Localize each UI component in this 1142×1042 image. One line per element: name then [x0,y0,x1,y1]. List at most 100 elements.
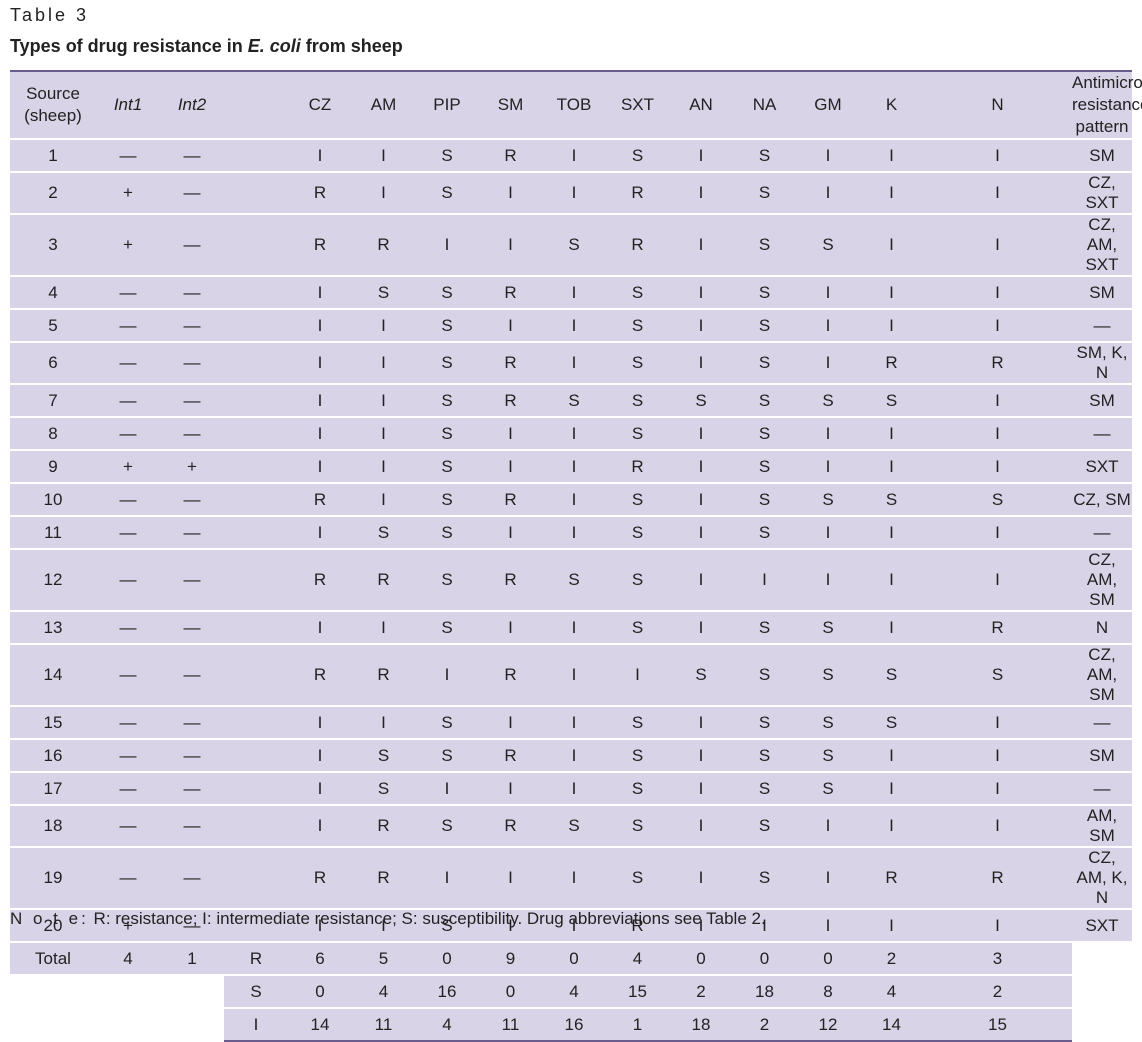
summary-value: 16 [542,1008,606,1042]
int1-cell: + [96,172,160,215]
drug-value-cell: I [479,172,542,215]
drug-value-cell: I [542,644,606,707]
spacer-cell [224,483,288,517]
drug-value-cell: I [352,611,415,645]
table-row: 2 + — R I S I I R I S I I I CZ, SXT [10,172,1132,215]
table-row: 8— — I I S I I S I S I I I — [10,417,1132,451]
table-row: 18— — I R S R S S I S I I I AM, SM [10,805,1132,848]
drug-value-cell: S [796,739,860,773]
drug-value-cell: R [288,549,352,612]
int1-cell: — [96,516,160,550]
drug-value-cell: S [415,483,479,517]
pattern-cell: — [1072,706,1132,740]
drug-value-cell: S [606,483,669,517]
caption-post: from sheep [300,36,403,56]
drug-value-cell: I [542,706,606,740]
int2-cell: — [160,483,224,517]
drug-value-cell: I [796,276,860,310]
drug-value-cell: R [288,644,352,707]
empty-cell [160,975,224,1008]
drug-value-cell: S [606,342,669,385]
total-row: Total 4 1 R 6 5 0 9 0 4 0 0 0 2 3 [10,942,1132,976]
drug-value-cell: S [415,276,479,310]
drug-value-cell: I [860,549,923,612]
drug-value-cell: S [796,384,860,418]
drug-value-cell: I [479,417,542,451]
summary-value: 1 [606,1008,669,1042]
drug-value-cell: I [542,909,606,943]
drug-value-cell: R [352,549,415,612]
drug-value-cell: S [415,309,479,343]
drug-value-cell: I [669,772,733,806]
drug-value-cell: R [606,214,669,277]
drug-value-cell: S [542,549,606,612]
drug-value-cell: I [542,611,606,645]
drug-value-cell: I [288,611,352,645]
int2-cell: — [160,644,224,707]
summary-value: 5 [352,942,415,976]
drug-value-cell: S [733,516,796,550]
summary-value: 6 [288,942,352,976]
drug-value-cell: I [923,772,1072,806]
drug-value-cell: I [923,172,1072,215]
drug-value-cell: S [606,139,669,173]
int2-cell: — [160,516,224,550]
table-row: 9 + + I I S I I R I S I I I SXT [10,450,1132,484]
caption-species: E. coli [247,36,301,56]
drug-value-cell: I [669,172,733,215]
summary-value: 0 [415,942,479,976]
drug-value-cell: I [288,417,352,451]
drug-value-cell: R [352,644,415,707]
empty-cell [1072,1008,1132,1041]
drug-value-cell: I [796,139,860,173]
drug-value-cell: I [860,309,923,343]
drug-value-cell: I [860,139,923,173]
drug-value-cell: I [923,805,1072,848]
drug-value-cell: S [733,276,796,310]
drug-value-cell: I [542,172,606,215]
int1-cell: — [96,342,160,385]
summary-value: 2 [923,975,1072,1009]
drug-value-cell: I [542,483,606,517]
summary-value: 4 [606,942,669,976]
drug-value-cell: I [542,772,606,806]
drug-value-cell: S [796,214,860,277]
source-cell: 9 [10,450,96,484]
pattern-cell: — [1072,309,1132,343]
drug-value-cell: I [669,450,733,484]
drug-value-cell: S [415,417,479,451]
source-cell: 2 [10,172,96,215]
table-row: 4— — I S S R I S I S I I I SM [10,276,1132,310]
drug-value-cell: S [606,847,669,910]
drug-value-cell: S [352,276,415,310]
source-cell: 19 [10,847,96,910]
drug-value-cell: I [669,909,733,943]
drug-value-cell: S [542,805,606,848]
empty-cell [1072,975,1132,1008]
drug-value-cell: I [669,516,733,550]
summary-value: 3 [923,942,1072,976]
drug-value-cell: R [479,739,542,773]
int2-cell: — [160,805,224,848]
int1-cell: — [96,847,160,910]
drug-value-cell: S [415,516,479,550]
drug-value-cell: S [923,644,1072,707]
drug-value-cell: I [860,772,923,806]
drug-value-cell: S [415,739,479,773]
drug-value-cell: I [288,772,352,806]
drug-value-cell: I [542,739,606,773]
pattern-cell: CZ, AM, SM [1072,644,1132,707]
drug-value-cell: S [542,214,606,277]
drug-value-cell: I [669,549,733,612]
drug-value-cell: S [606,549,669,612]
drug-value-cell: S [733,139,796,173]
note-label: N o t e: [10,909,89,928]
drug-value-cell: I [923,417,1072,451]
drug-value-cell: S [606,611,669,645]
drug-value-cell: S [733,739,796,773]
spacer-cell [224,706,288,740]
drug-value-cell: R [479,644,542,707]
drug-value-cell: I [923,706,1072,740]
int1-cell: — [96,276,160,310]
drug-value-cell: I [542,516,606,550]
